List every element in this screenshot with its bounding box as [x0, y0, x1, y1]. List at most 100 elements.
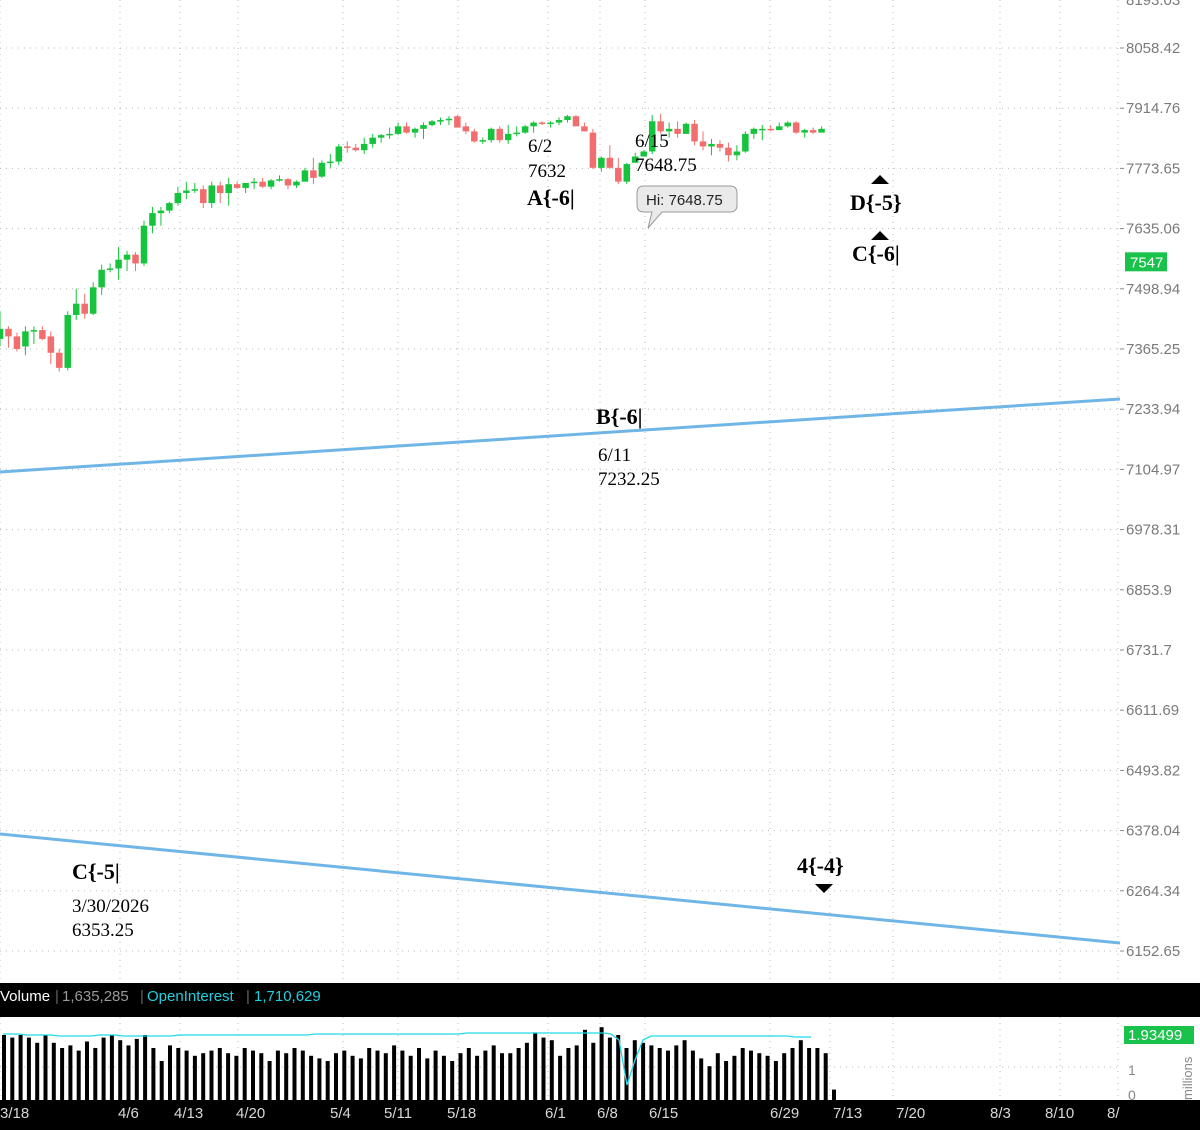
candle-body[interactable] [716, 143, 724, 148]
candle-body[interactable] [538, 122, 546, 125]
upper-trendline[interactable] [0, 397, 1121, 474]
volume-bar[interactable] [765, 1055, 770, 1100]
volume-bar[interactable] [317, 1058, 322, 1100]
volume-bar[interactable] [109, 1035, 114, 1100]
volume-bar[interactable] [35, 1042, 40, 1100]
candle-body[interactable] [471, 131, 478, 142]
candle-body[interactable] [233, 184, 241, 188]
volume-bar[interactable] [60, 1048, 65, 1100]
candle-body[interactable] [504, 133, 512, 141]
candle-body[interactable] [200, 189, 207, 204]
volume-bar[interactable] [26, 1037, 31, 1100]
candle-body[interactable] [47, 336, 55, 353]
candle-body[interactable] [403, 126, 410, 133]
volume-bar[interactable] [624, 1048, 629, 1100]
candle-body[interactable] [640, 151, 647, 157]
volume-bar[interactable] [375, 1050, 380, 1100]
candle-body[interactable] [140, 225, 148, 264]
candle-body[interactable] [623, 164, 631, 182]
candle-body[interactable] [22, 331, 29, 347]
volume-chart[interactable] [0, 1017, 1120, 1100]
candle-body[interactable] [259, 181, 266, 187]
candle-body[interactable] [496, 128, 503, 141]
candle-body[interactable] [648, 121, 656, 152]
volume-bar[interactable] [417, 1048, 421, 1100]
candle-body[interactable] [479, 140, 487, 142]
candle-body[interactable] [344, 146, 351, 148]
volume-bar[interactable] [616, 1035, 621, 1100]
volume-bar[interactable] [632, 1040, 637, 1100]
volume-bar[interactable] [85, 1041, 89, 1101]
volume-bar[interactable] [400, 1050, 405, 1100]
candle-body[interactable] [792, 122, 800, 133]
volume-bar[interactable] [259, 1053, 264, 1100]
candle-body[interactable] [809, 130, 817, 133]
volume-bar[interactable] [707, 1066, 712, 1100]
volume-bar[interactable] [558, 1055, 563, 1100]
volume-bar[interactable] [350, 1055, 355, 1100]
candle-body[interactable] [775, 126, 783, 131]
candle-body[interactable] [818, 128, 825, 133]
candle-body[interactable] [784, 122, 791, 127]
candle-body[interactable] [310, 170, 317, 178]
candle-body[interactable] [428, 121, 436, 126]
candle-body[interactable] [725, 147, 732, 156]
volume-bar[interactable] [134, 1038, 139, 1100]
volume-bar[interactable] [657, 1048, 662, 1100]
candle-body[interactable] [276, 179, 283, 181]
volume-bar[interactable] [823, 1053, 828, 1100]
volume-bar[interactable] [607, 1037, 612, 1100]
volume-bar[interactable] [383, 1053, 388, 1100]
volume-bar[interactable] [43, 1035, 48, 1100]
volume-bar[interactable] [2, 1035, 6, 1100]
candle-body[interactable] [174, 192, 182, 204]
volume-bar[interactable] [566, 1048, 571, 1100]
candle-body[interactable] [166, 203, 173, 211]
volume-bar[interactable] [749, 1050, 753, 1100]
volume-bar[interactable] [325, 1061, 330, 1100]
candle-body[interactable] [56, 352, 63, 368]
candle-body[interactable] [674, 128, 681, 134]
candle-body[interactable] [64, 315, 72, 368]
volume-bar[interactable] [18, 1035, 23, 1100]
volume-bar[interactable] [533, 1032, 538, 1100]
volume-bar[interactable] [732, 1055, 737, 1100]
volume-bar[interactable] [798, 1040, 803, 1100]
candle-body[interactable] [284, 179, 292, 186]
volume-bar[interactable] [342, 1050, 347, 1100]
candle-body[interactable] [360, 143, 368, 151]
candle-body[interactable] [615, 167, 622, 182]
candle-body[interactable] [81, 303, 88, 314]
candle-body[interactable] [5, 328, 12, 337]
volume-bar[interactable] [773, 1061, 778, 1100]
price-chart-pane[interactable]: 6/2 7632 A{-6| 6/15 7648.75 Hi: 7648.75 … [0, 0, 1121, 983]
volume-bar[interactable] [524, 1042, 529, 1100]
volume-bar[interactable] [649, 1045, 654, 1100]
candle-body[interactable] [547, 122, 554, 125]
candle-body[interactable] [437, 120, 444, 122]
volume-pane[interactable] [0, 1017, 1120, 1100]
candle-body[interactable] [445, 118, 453, 121]
volume-bar[interactable] [441, 1055, 446, 1100]
volume-bar[interactable] [483, 1050, 488, 1100]
candle-body[interactable] [420, 125, 427, 129]
candle-body[interactable] [98, 269, 105, 288]
volume-bar[interactable] [541, 1037, 546, 1100]
volume-bar[interactable] [458, 1053, 463, 1100]
volume-bar[interactable] [450, 1061, 455, 1100]
candle-body[interactable] [301, 170, 309, 182]
volume-bar[interactable] [126, 1045, 131, 1100]
volume-bar[interactable] [159, 1061, 164, 1100]
volume-bar[interactable] [807, 1048, 812, 1100]
volume-bar[interactable] [209, 1050, 214, 1100]
volume-bar[interactable] [392, 1045, 397, 1100]
candle-body[interactable] [123, 254, 131, 260]
candle-body[interactable] [589, 132, 597, 168]
volume-bar[interactable] [118, 1040, 123, 1100]
candle-body[interactable] [318, 162, 326, 177]
volume-bar[interactable] [815, 1048, 820, 1100]
candle-body[interactable] [632, 156, 639, 163]
volume-bar[interactable] [10, 1037, 15, 1100]
candle-body[interactable] [106, 268, 114, 270]
lower-trendline[interactable] [0, 832, 1121, 945]
